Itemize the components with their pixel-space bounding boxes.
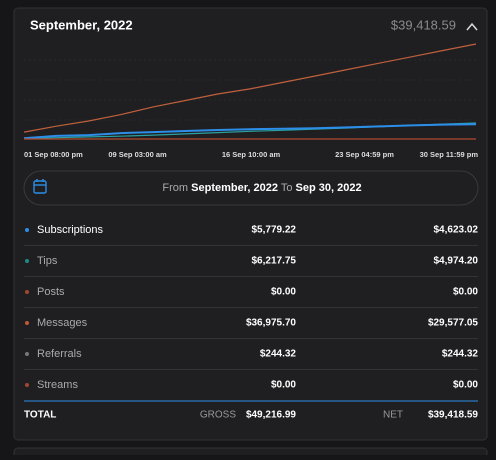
row-name: Tips bbox=[37, 255, 58, 267]
collapse-icon[interactable] bbox=[466, 22, 478, 31]
x-tick-label: 23 Sep 04:59 pm bbox=[335, 150, 394, 159]
calendar-icon[interactable] bbox=[33, 179, 47, 194]
next-card bbox=[13, 447, 488, 459]
x-tick-label: 30 Sep 11:59 pm bbox=[420, 150, 479, 159]
total-gross: $49,216.99 bbox=[246, 410, 296, 421]
row-gross: $5,779.22 bbox=[252, 225, 297, 236]
row-net: $29,577.05 bbox=[428, 318, 478, 329]
row-gross: $244.32 bbox=[260, 349, 297, 360]
from-date: September, 2022 bbox=[191, 182, 278, 194]
chart-grid bbox=[24, 59, 476, 121]
bullet bbox=[25, 352, 29, 356]
total-net: $39,418.59 bbox=[428, 410, 478, 421]
chart: 01 Sep 08:00 pm 09 Sep 03:00 am 16 Sep 10:… bbox=[23, 43, 479, 159]
card bbox=[13, 7, 488, 441]
series-line bbox=[23, 123, 477, 140]
row-name: Subscriptions bbox=[37, 224, 104, 236]
gross-label: GROSS bbox=[200, 410, 236, 421]
row-name: Referrals bbox=[37, 348, 82, 360]
row-name: Posts bbox=[37, 286, 65, 298]
bullet bbox=[25, 321, 29, 325]
x-tick-label: 09 Sep 03:00 am bbox=[108, 150, 167, 159]
date-range[interactable] bbox=[23, 170, 479, 206]
net-label: NET bbox=[383, 410, 403, 421]
row-net: $4,974.20 bbox=[434, 256, 479, 267]
row-gross: $0.00 bbox=[271, 380, 296, 391]
row-name: Streams bbox=[37, 379, 78, 391]
row-gross: $0.00 bbox=[271, 287, 296, 298]
row-net: $244.32 bbox=[442, 349, 479, 360]
bullet bbox=[25, 228, 29, 232]
bullet bbox=[25, 259, 29, 263]
x-tick-label: 01 Sep 08:00 pm bbox=[24, 150, 83, 159]
row-net: $4,623.02 bbox=[434, 225, 479, 236]
total-label: TOTAL bbox=[24, 410, 56, 421]
row-gross: $6,217.75 bbox=[252, 256, 297, 267]
header-amount: $39,418.59 bbox=[391, 17, 456, 32]
row-gross: $36,975.70 bbox=[246, 318, 296, 329]
to-date: Sep 30, 2022 bbox=[296, 182, 362, 194]
from-label: From bbox=[162, 182, 188, 194]
row-name: Messages bbox=[37, 317, 88, 329]
bullet bbox=[25, 290, 29, 294]
date-range-text: From September, 2022 To Sep 30, 2022 bbox=[162, 182, 361, 194]
rows: Subscriptions $5,779.22 $4,623.02 Tips $6,21… bbox=[24, 224, 478, 391]
bullet bbox=[25, 383, 29, 387]
to-label: To bbox=[281, 182, 293, 194]
row-net: $0.00 bbox=[453, 380, 478, 391]
x-tick-label: 16 Sep 10:00 am bbox=[222, 150, 281, 159]
row-net: $0.00 bbox=[453, 287, 478, 298]
title: September, 2022 bbox=[30, 17, 133, 32]
series-line bbox=[23, 43, 477, 133]
